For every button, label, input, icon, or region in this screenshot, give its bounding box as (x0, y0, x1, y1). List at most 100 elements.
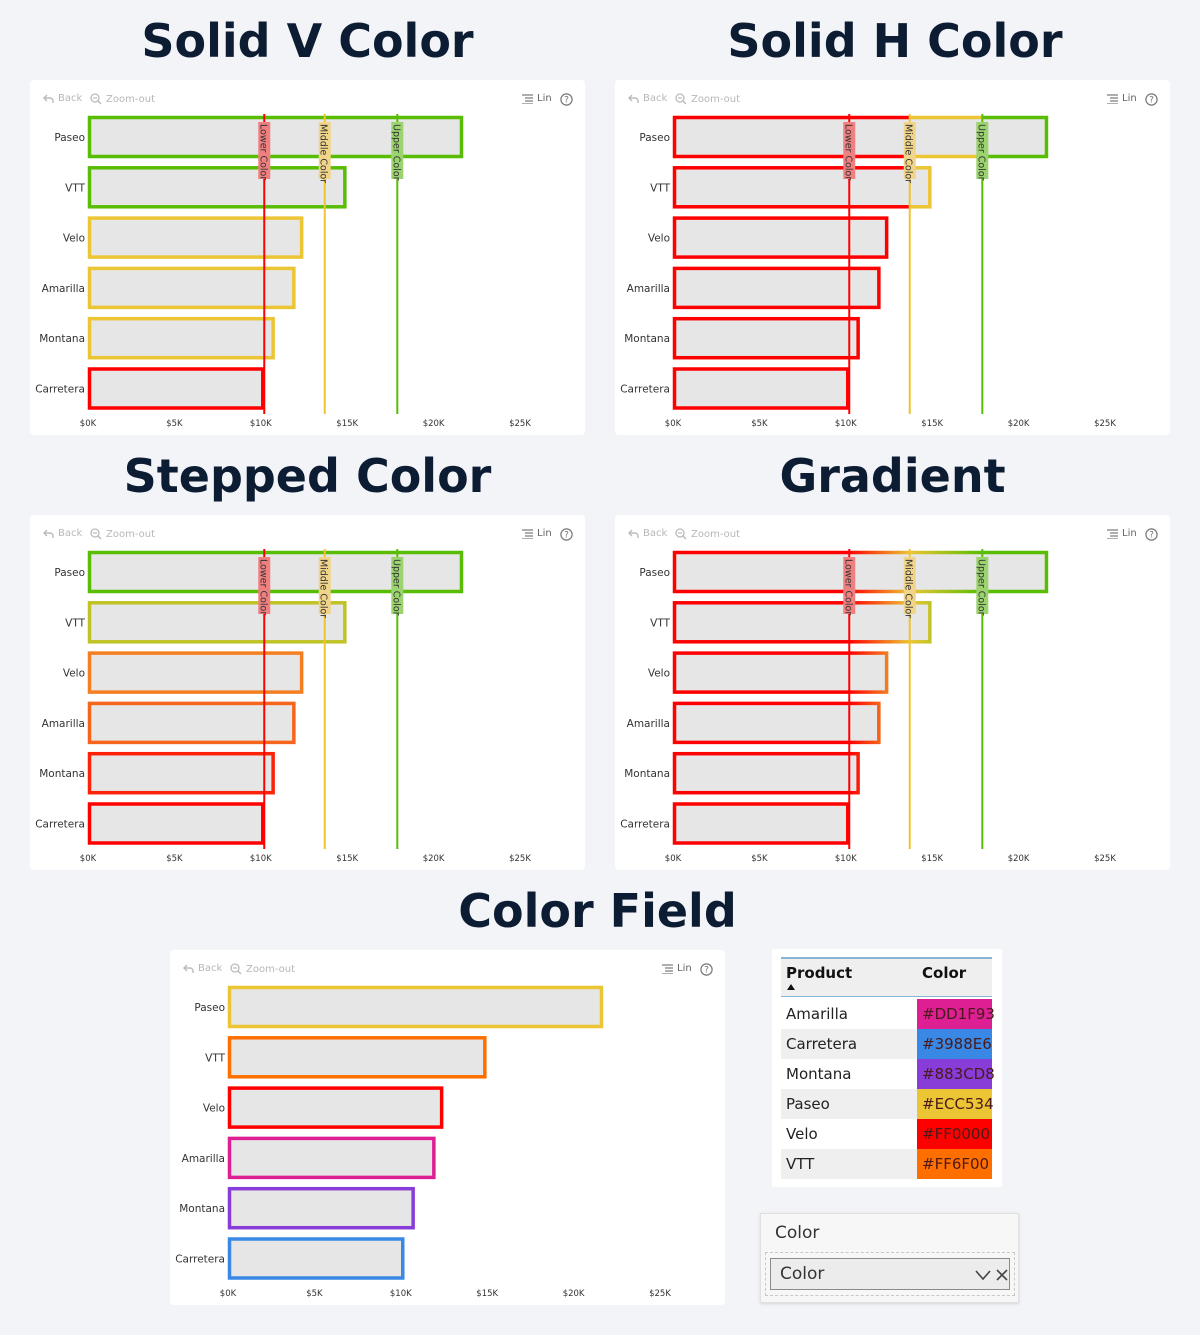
bar-vtt[interactable] (87, 601, 347, 644)
x-tick-label: $25K (1094, 854, 1116, 864)
product-cell: VTT (786, 1155, 815, 1173)
category-label: Velo (648, 668, 670, 680)
scale-toggle-button[interactable]: Lin (522, 93, 552, 104)
bar-carretera[interactable] (87, 802, 265, 845)
back-label: Back (58, 528, 83, 539)
bar-amarilla[interactable] (87, 701, 296, 745)
bar-paseo[interactable] (672, 115, 1049, 159)
category-label: Carretera (35, 819, 85, 831)
x-tick-label: $15K (921, 854, 943, 864)
bar-paseo[interactable] (227, 985, 604, 1029)
x-tick-label: $15K (336, 854, 358, 864)
category-label: Montana (624, 768, 670, 780)
category-label: Amarilla (182, 1153, 225, 1165)
bar-velo[interactable] (672, 216, 889, 259)
help-button[interactable]: ? (1145, 93, 1158, 106)
chart-toolbar: Back Zoom-out Lin? (30, 515, 585, 551)
category-label: Velo (63, 233, 85, 245)
help-button[interactable]: ? (560, 528, 573, 541)
zoom-out-icon (90, 528, 102, 540)
svg-text:?: ? (564, 96, 569, 106)
chevron-down-icon[interactable] (975, 1269, 991, 1281)
product-color-table: Product Color Amarilla #DD1F93 Carretera #3… (772, 949, 1002, 1187)
bar-carretera[interactable] (87, 367, 265, 410)
close-icon[interactable] (996, 1269, 1008, 1281)
bar-velo[interactable] (227, 1086, 444, 1129)
bar-montana[interactable] (87, 316, 275, 360)
svg-text:?: ? (1149, 531, 1154, 541)
category-label: Paseo (639, 567, 670, 579)
chart-card-solid-h: Back Zoom-out Lin? Paseo VTT Velo Amarilla Mont… (615, 80, 1170, 435)
bar-velo[interactable] (87, 216, 304, 259)
category-label: Montana (39, 333, 85, 345)
reference-line-label-bg (318, 557, 331, 614)
reference-line-label-bg (843, 557, 856, 614)
zoom-out-button[interactable]: Zoom-out (90, 93, 155, 105)
bar-carretera[interactable] (672, 367, 850, 410)
zoom-out-button[interactable]: Zoom-out (675, 528, 740, 540)
chart-toolbar: Back Zoom-out Lin? (615, 515, 1170, 551)
reference-line-label: Middle Color (903, 124, 914, 183)
x-tick-label: $15K (476, 1289, 498, 1299)
slicer-field-well: Color (765, 1252, 1015, 1296)
bar-montana[interactable] (227, 1186, 415, 1230)
bar-paseo[interactable] (87, 115, 464, 159)
table-row[interactable]: Velo #FF0000 (781, 1119, 992, 1149)
category-label: Paseo (54, 567, 85, 579)
bar-carretera[interactable] (672, 802, 850, 845)
help-button[interactable]: ? (700, 963, 713, 976)
bar-montana[interactable] (87, 751, 275, 795)
back-button[interactable]: Back (43, 528, 82, 539)
bar-montana[interactable] (672, 316, 860, 360)
slicer-dropdown[interactable]: Color (770, 1258, 1010, 1290)
bar-chart-svg: Paseo VTT Velo Amarilla Montana Carretera Lowe… (35, 549, 531, 864)
category-label: Carretera (175, 1254, 225, 1266)
zoom-out-button[interactable]: Zoom-out (230, 963, 295, 975)
help-button[interactable]: ? (1145, 528, 1158, 541)
bar-montana[interactable] (672, 751, 860, 795)
table-row[interactable]: Paseo #ECC534 (781, 1089, 994, 1119)
table-row[interactable]: VTT #FF6F00 (781, 1149, 992, 1179)
zoom-out-button[interactable]: Zoom-out (90, 528, 155, 540)
zoom-out-icon (230, 963, 242, 975)
zoom-out-button[interactable]: Zoom-out (675, 93, 740, 105)
back-label: Back (58, 93, 83, 104)
sort-ascending-icon[interactable] (787, 984, 795, 990)
column-header-color[interactable]: Color (922, 964, 967, 982)
scale-toggle-button[interactable]: Lin (662, 963, 692, 974)
x-tick-label: $25K (509, 419, 531, 429)
reference-line-label-bg (976, 122, 989, 179)
category-label: Velo (63, 668, 85, 680)
bar-amarilla[interactable] (227, 1136, 436, 1180)
scale-toggle-button[interactable]: Lin (1107, 528, 1137, 539)
column-header-product[interactable]: Product (786, 964, 853, 982)
bar-paseo[interactable] (87, 550, 464, 594)
x-tick-label: $25K (1094, 419, 1116, 429)
table-row[interactable]: Carretera #3988E6 (781, 1029, 992, 1059)
bar-vtt[interactable] (87, 166, 347, 209)
scale-toggle-button[interactable]: Lin (522, 528, 552, 539)
help-button[interactable]: ? (560, 93, 573, 106)
table-row[interactable]: Amarilla #DD1F93 (781, 999, 995, 1029)
bar-amarilla[interactable] (87, 266, 296, 310)
chart-card-color-field: Back Zoom-out Lin? Paseo VTT Velo Amarilla Mont… (170, 950, 725, 1305)
bar-velo[interactable] (672, 651, 889, 694)
bar-amarilla[interactable] (672, 266, 881, 310)
bar-vtt[interactable] (672, 601, 932, 644)
scale-toggle-button[interactable]: Lin (1107, 93, 1137, 104)
bar-velo[interactable] (87, 651, 304, 694)
bar-amarilla[interactable] (672, 701, 881, 745)
bar-carretera[interactable] (227, 1237, 405, 1280)
table-row[interactable]: Montana #883CD8 (781, 1059, 995, 1089)
reference-line-label: Middle Color (318, 124, 329, 183)
reference-line-label-bg (391, 557, 404, 614)
product-cell: Montana (786, 1065, 852, 1083)
back-button[interactable]: Back (628, 528, 667, 539)
back-button[interactable]: Back (183, 963, 222, 974)
bar-vtt[interactable] (227, 1036, 487, 1079)
back-button[interactable]: Back (628, 93, 667, 104)
x-tick-label: $20K (563, 1289, 585, 1299)
bar-paseo[interactable] (672, 550, 1049, 594)
back-button[interactable]: Back (43, 93, 82, 104)
bar-vtt[interactable] (672, 166, 932, 209)
